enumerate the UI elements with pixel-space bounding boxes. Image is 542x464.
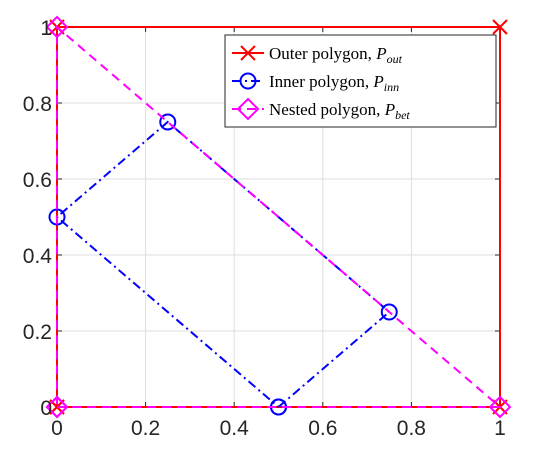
legend-label: Inner polygon, Pinn <box>269 72 399 94</box>
x-tick-label: 0.6 <box>308 417 337 440</box>
legend-marker <box>240 45 256 61</box>
data-point <box>159 113 177 131</box>
legend-marker <box>236 97 260 121</box>
legend-label: Outer polygon, Pout <box>269 44 403 66</box>
series-line <box>56 24 503 408</box>
y-tick-label: 0.2 <box>23 321 52 344</box>
y-tick-label: 0.6 <box>23 169 52 192</box>
data-point <box>380 303 398 321</box>
data-point <box>492 19 508 35</box>
data-point <box>48 208 66 226</box>
y-tick-label: 0 <box>40 397 52 420</box>
y-tick-label: 0.4 <box>23 245 53 268</box>
legend: Outer polygon, Pout Inner polygon, Pinn Ne… <box>224 34 497 128</box>
x-tick-label: 0.2 <box>131 417 160 440</box>
data-point <box>45 15 69 39</box>
legend-item: Nested polygon, Pbet <box>232 97 410 122</box>
y-tick-label: 0.8 <box>23 93 52 116</box>
legend-item: Inner polygon, Pinn <box>232 72 399 94</box>
data-point <box>45 395 69 419</box>
legend-marker <box>239 72 257 90</box>
x-tick-label: 0.4 <box>220 417 250 440</box>
legend-box <box>224 34 497 128</box>
x-tick-label: 1 <box>494 417 506 440</box>
series-diamond <box>45 15 512 419</box>
data-point <box>488 395 512 419</box>
x-tick-label: 0 <box>51 417 63 440</box>
series-line <box>55 120 391 408</box>
y-tick-label: 1 <box>40 17 52 40</box>
legend-label: Nested polygon, Pbet <box>269 100 410 122</box>
x-tick-label: 0.8 <box>397 417 426 440</box>
series-layer <box>45 15 512 419</box>
legend-item: Outer polygon, Pout <box>232 44 403 66</box>
tick-labels: 0 0.2 0.4 0.6 0.8 1 0 0.2 0.4 0.6 0.8 1 <box>23 17 506 440</box>
